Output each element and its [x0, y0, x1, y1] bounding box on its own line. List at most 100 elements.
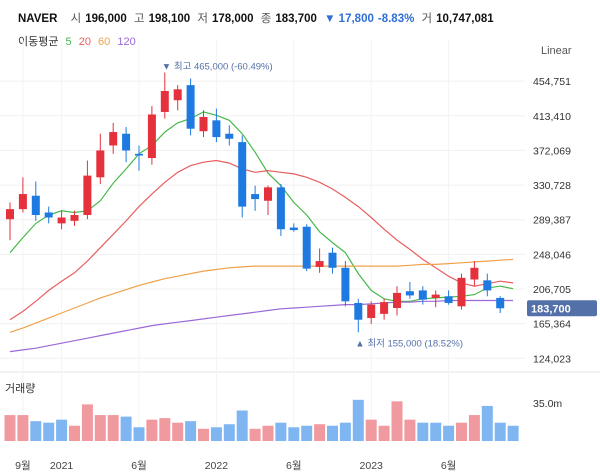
candle-body: [302, 226, 311, 269]
volume-bar: [81, 404, 93, 441]
y-tick-label: 330,728: [533, 180, 571, 192]
candle[interactable]: [57, 210, 66, 230]
x-tick-label: 6월: [441, 460, 457, 472]
candle[interactable]: [109, 122, 118, 154]
volume-bar: [301, 425, 313, 441]
candle[interactable]: [6, 202, 14, 241]
volume-bar: [404, 419, 416, 441]
candle-body: [418, 290, 427, 300]
candle-body: [160, 91, 169, 112]
last-price-value: 183,700: [531, 303, 571, 315]
candle[interactable]: [380, 298, 389, 320]
candle[interactable]: [276, 184, 285, 236]
candle[interactable]: [160, 72, 169, 119]
candle[interactable]: [212, 108, 221, 143]
candle[interactable]: [367, 301, 376, 324]
candle-body: [238, 142, 247, 207]
candle[interactable]: [431, 290, 440, 308]
close-value: 183,700: [275, 13, 317, 25]
candle[interactable]: [328, 247, 337, 274]
ma-legend-5[interactable]: 5: [65, 36, 72, 48]
candle-body: [354, 302, 363, 320]
volume-bar: [120, 416, 132, 441]
candle-body: [212, 120, 221, 138]
volume-bar: [56, 419, 68, 441]
candle-body: [44, 212, 53, 218]
volume-bar: [43, 422, 55, 441]
candle-body: [405, 291, 414, 296]
y-tick-label: 454,751: [533, 76, 571, 88]
candle[interactable]: [186, 78, 195, 136]
candle[interactable]: [251, 185, 260, 211]
candle[interactable]: [238, 135, 247, 218]
ma-legend-20[interactable]: 20: [78, 36, 91, 48]
volume-bar: [314, 424, 326, 441]
candle[interactable]: [225, 125, 234, 146]
last-price-badge: 183,700: [527, 300, 597, 317]
candle[interactable]: [444, 290, 453, 305]
low-value: 178,000: [211, 13, 254, 25]
candle[interactable]: [405, 282, 414, 299]
candle-body: [70, 215, 79, 221]
candle[interactable]: [470, 261, 479, 287]
volume-bar: [430, 422, 442, 441]
candle[interactable]: [135, 145, 143, 171]
candle-body: [328, 252, 337, 268]
y-tick-label: 413,410: [533, 111, 571, 123]
volume-bar: [339, 422, 351, 441]
candle-body: [444, 296, 453, 303]
y-tick-label: 372,069: [533, 145, 571, 157]
volume-bar: [4, 415, 16, 441]
ma-line-120: [9, 299, 514, 353]
volume-bar: [223, 424, 235, 441]
candle-body: [315, 261, 324, 267]
candle[interactable]: [18, 177, 27, 213]
candle-body: [135, 153, 143, 156]
quote-summary: NAVER 시 196,000 고 198,100 저 178,000 종 183,70…: [18, 10, 498, 26]
volume-pane-title: 거래량: [5, 382, 35, 395]
volume-bar: [288, 427, 300, 441]
candle-body: [367, 304, 376, 319]
candle[interactable]: [199, 110, 208, 138]
candle-body: [96, 150, 105, 178]
x-tick-label: 6월: [131, 460, 147, 472]
candle-body: [199, 116, 208, 132]
candle[interactable]: [496, 296, 505, 314]
candle-body: [483, 280, 492, 291]
candle[interactable]: [457, 273, 466, 310]
ma-legend-60[interactable]: 60: [98, 36, 111, 48]
candle[interactable]: [83, 160, 92, 220]
candle[interactable]: [302, 224, 311, 272]
volume-bar: [30, 421, 42, 441]
candle[interactable]: [418, 286, 427, 305]
candle[interactable]: [264, 185, 272, 215]
candle-body: [289, 227, 298, 231]
candle[interactable]: [315, 248, 324, 273]
candle[interactable]: [393, 286, 401, 316]
moving-average-legend[interactable]: 이동평균 5 20 60 120: [18, 33, 140, 49]
candle-body: [31, 195, 40, 215]
candle[interactable]: [44, 206, 53, 224]
last-price-badge-bg: [527, 300, 597, 317]
candle[interactable]: [483, 273, 492, 297]
ma-legend-120[interactable]: 120: [117, 36, 136, 48]
candle[interactable]: [173, 85, 182, 111]
candle[interactable]: [122, 127, 131, 163]
candle[interactable]: [70, 210, 79, 226]
candle[interactable]: [31, 181, 40, 221]
candle-body: [18, 194, 27, 210]
candle-body: [431, 294, 440, 298]
volume-value: 10,747,081: [436, 13, 494, 25]
volume-bar: [275, 422, 287, 441]
volume-bar: [94, 415, 106, 441]
volume-bar: [107, 415, 119, 441]
candle[interactable]: [96, 133, 105, 184]
scale-mode-toggle[interactable]: Linear: [541, 45, 572, 57]
candle[interactable]: [341, 261, 350, 307]
volume-axis-tick: 35.0m: [533, 398, 562, 410]
high-label: 고: [133, 13, 145, 25]
candle[interactable]: [147, 106, 156, 165]
candle[interactable]: [289, 223, 298, 232]
candle[interactable]: [354, 298, 363, 333]
